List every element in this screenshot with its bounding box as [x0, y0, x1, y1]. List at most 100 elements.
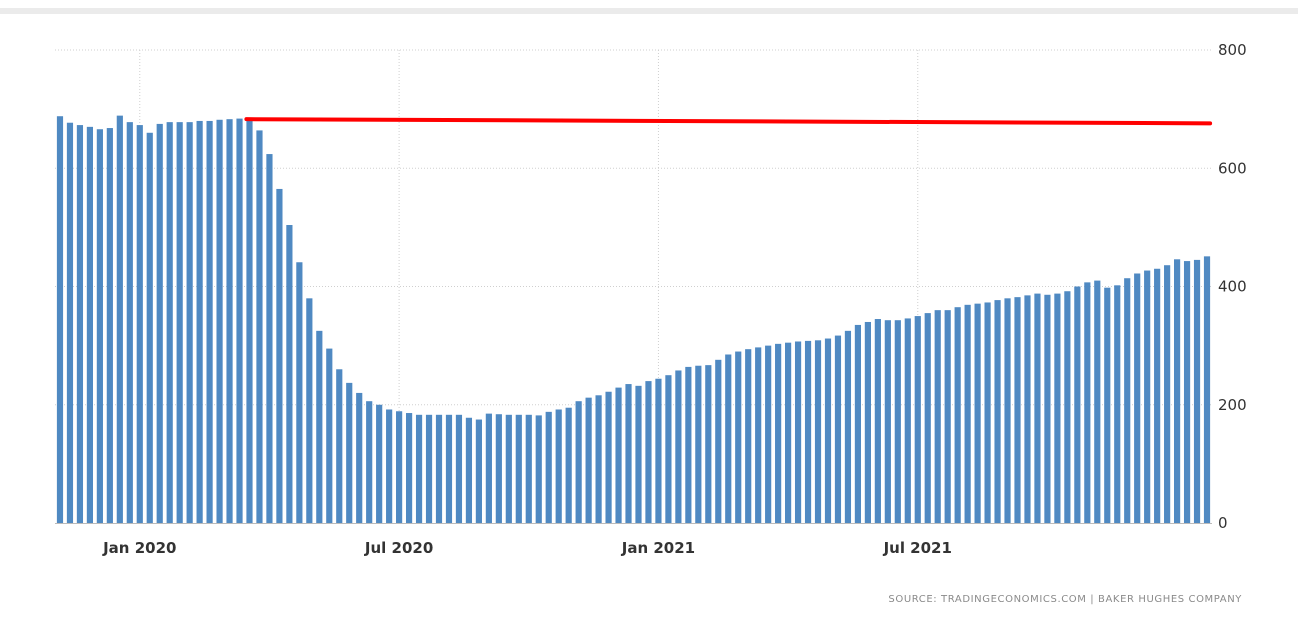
bar [1064, 291, 1071, 523]
bar [246, 119, 253, 524]
x-tick-label: Jan 2020 [102, 539, 176, 557]
bar [575, 401, 582, 523]
bar [1084, 282, 1091, 523]
reference-line-series [244, 117, 1213, 126]
bar [136, 125, 143, 524]
bar [585, 397, 592, 523]
bar [356, 392, 363, 523]
bar [106, 128, 113, 524]
x-tick-label: Jul 2020 [364, 539, 433, 557]
bar [505, 414, 512, 523]
bar [465, 417, 473, 523]
bar [435, 414, 443, 523]
bar [874, 319, 881, 523]
bar [994, 300, 1001, 523]
bar [76, 125, 84, 524]
bar [974, 303, 981, 523]
bar [625, 384, 632, 523]
x-tick-label: Jul 2021 [883, 539, 952, 557]
bar [415, 414, 423, 523]
bar [705, 365, 712, 523]
bar [735, 351, 742, 523]
bar [934, 310, 941, 523]
bar [316, 330, 323, 523]
bar [675, 370, 682, 523]
bar [944, 310, 951, 523]
bar [1134, 273, 1141, 523]
bar [186, 122, 193, 523]
bar [96, 129, 103, 524]
bar [56, 116, 64, 523]
y-tick-label: 800 [1218, 41, 1247, 59]
bar [206, 120, 213, 523]
bar [485, 413, 492, 523]
bar [814, 340, 822, 523]
bar [326, 348, 333, 523]
bar [545, 411, 552, 523]
bar [1124, 278, 1131, 523]
bar [495, 414, 502, 523]
bar [765, 345, 772, 523]
bar [366, 401, 373, 523]
bar [794, 341, 802, 523]
bar [984, 302, 991, 523]
bar [685, 366, 692, 523]
y-axis-ticks: 0 200 400 600 800 [1218, 41, 1247, 532]
bar [515, 414, 522, 523]
bar [1074, 286, 1081, 523]
bar [1004, 298, 1011, 523]
bar [1044, 294, 1051, 523]
y-tick-label: 200 [1218, 396, 1247, 414]
bar [1173, 259, 1181, 523]
bar [116, 115, 123, 523]
reference-line [244, 117, 1213, 126]
bar [66, 122, 74, 523]
bar [655, 378, 662, 523]
bar [834, 335, 842, 523]
bar [1014, 297, 1021, 523]
bar [86, 126, 94, 524]
bar [894, 320, 901, 523]
bar [645, 381, 652, 523]
bar [1114, 285, 1121, 523]
bar [376, 404, 383, 523]
bar [1144, 270, 1151, 523]
bar [425, 414, 433, 523]
x-axis-ticks: Jan 2020 Jul 2020 Jan 2021 Jul 2021 [102, 539, 952, 557]
bar [386, 409, 393, 523]
bar [525, 414, 532, 523]
bar [126, 122, 133, 523]
bar [884, 320, 891, 523]
source-caption: SOURCE: TRADINGECONOMICS.COM | BAKER HUG… [888, 594, 1242, 605]
bar [226, 119, 233, 524]
bar [785, 342, 792, 523]
bar [475, 419, 482, 523]
bar [286, 225, 293, 523]
bar [964, 304, 971, 523]
bar [1154, 268, 1161, 523]
bar [844, 330, 852, 523]
bar [605, 391, 612, 523]
bar [555, 409, 562, 523]
bar [405, 413, 413, 523]
bar [266, 154, 273, 523]
bar [1104, 287, 1111, 523]
bar [445, 414, 453, 523]
bar [804, 340, 812, 523]
bar [824, 338, 832, 523]
bar [455, 414, 463, 523]
bar [156, 123, 163, 523]
y-tick-label: 400 [1218, 278, 1247, 296]
bar [904, 318, 911, 523]
bar [595, 395, 602, 523]
bar [296, 262, 303, 523]
bar [196, 120, 203, 523]
bar [775, 343, 782, 523]
bar [396, 411, 403, 523]
bar [695, 365, 702, 523]
bar [924, 313, 931, 523]
bar [216, 119, 223, 523]
y-tick-label: 0 [1218, 514, 1228, 532]
bar [276, 188, 283, 523]
